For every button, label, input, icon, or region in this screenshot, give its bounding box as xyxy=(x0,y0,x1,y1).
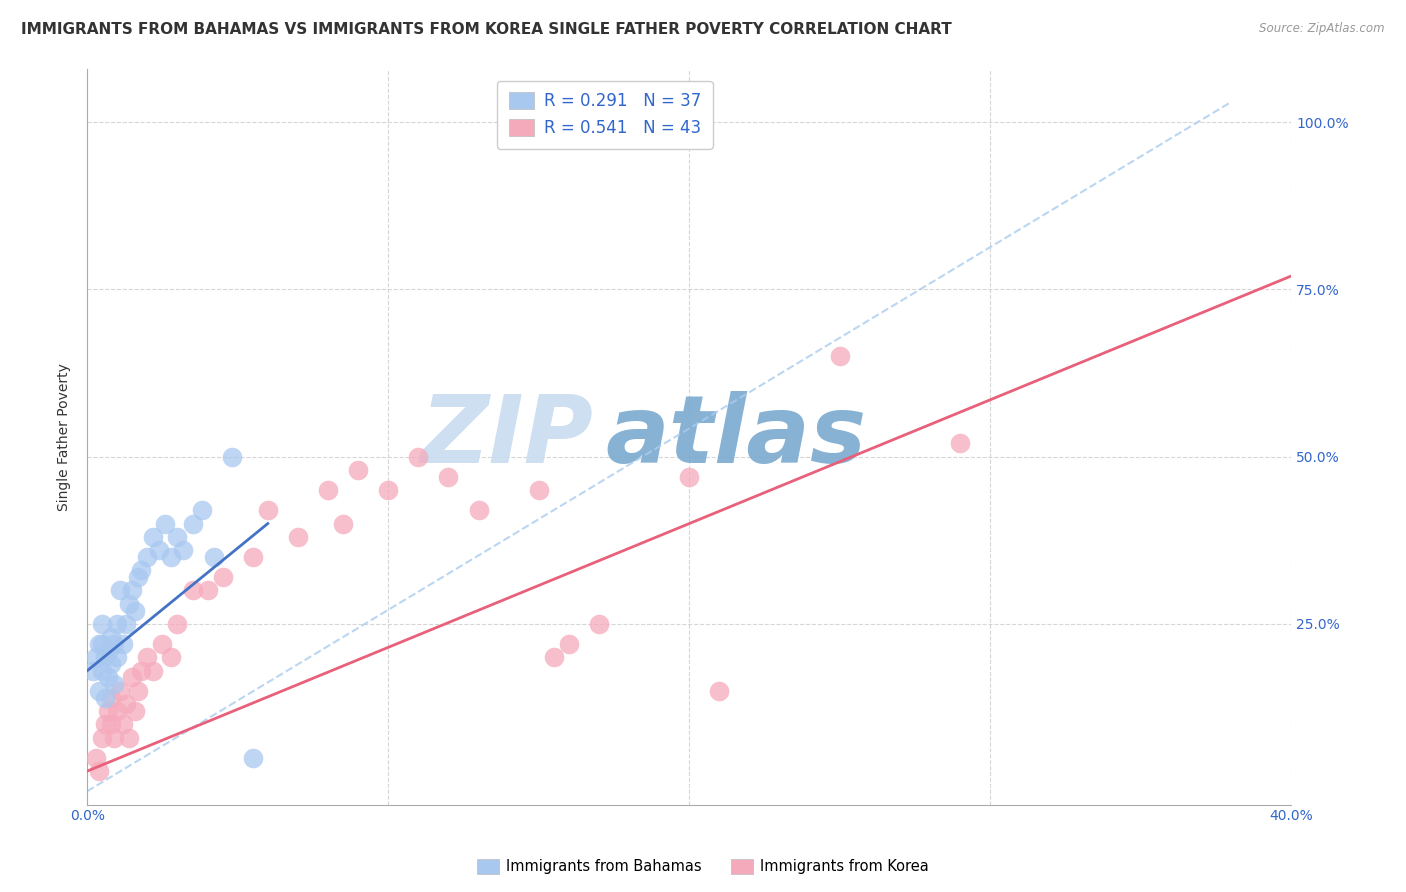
Point xyxy=(89,764,111,779)
Point xyxy=(89,684,111,698)
Point xyxy=(148,543,170,558)
Point xyxy=(103,637,125,651)
Point xyxy=(82,664,104,678)
Point xyxy=(316,483,339,497)
Point xyxy=(131,664,153,678)
Legend: Immigrants from Bahamas, Immigrants from Korea: Immigrants from Bahamas, Immigrants from… xyxy=(471,853,935,880)
Point xyxy=(100,717,122,731)
Point xyxy=(242,751,264,765)
Point xyxy=(124,704,146,718)
Point xyxy=(127,570,149,584)
Point xyxy=(437,469,460,483)
Point xyxy=(347,463,370,477)
Point xyxy=(142,664,165,678)
Point xyxy=(197,583,219,598)
Point xyxy=(190,503,212,517)
Point xyxy=(94,717,117,731)
Point xyxy=(949,436,972,450)
Point xyxy=(121,671,143,685)
Point xyxy=(91,616,114,631)
Point xyxy=(91,731,114,745)
Point xyxy=(202,549,225,564)
Point xyxy=(131,563,153,577)
Text: ZIP: ZIP xyxy=(420,391,593,483)
Point xyxy=(173,543,195,558)
Point xyxy=(89,637,111,651)
Point xyxy=(100,690,122,705)
Point xyxy=(115,698,138,712)
Point xyxy=(160,549,183,564)
Y-axis label: Single Father Poverty: Single Father Poverty xyxy=(58,363,72,510)
Point xyxy=(828,349,851,363)
Point xyxy=(112,717,135,731)
Point xyxy=(136,650,159,665)
Point xyxy=(110,583,132,598)
Point xyxy=(84,650,107,665)
Point xyxy=(112,637,135,651)
Point xyxy=(84,751,107,765)
Point xyxy=(118,597,141,611)
Point xyxy=(91,664,114,678)
Point xyxy=(94,650,117,665)
Point xyxy=(332,516,354,531)
Point xyxy=(377,483,399,497)
Point xyxy=(105,650,128,665)
Point xyxy=(558,637,581,651)
Point xyxy=(118,731,141,745)
Point xyxy=(103,677,125,691)
Point xyxy=(105,704,128,718)
Point xyxy=(709,684,731,698)
Point xyxy=(97,643,120,657)
Point xyxy=(221,450,243,464)
Point xyxy=(181,516,204,531)
Point xyxy=(105,616,128,631)
Point xyxy=(256,503,278,517)
Point xyxy=(94,690,117,705)
Point xyxy=(97,704,120,718)
Point xyxy=(136,549,159,564)
Point xyxy=(91,637,114,651)
Point xyxy=(527,483,550,497)
Point xyxy=(100,657,122,671)
Point xyxy=(242,549,264,564)
Text: atlas: atlas xyxy=(605,391,866,483)
Point xyxy=(121,583,143,598)
Point xyxy=(166,616,188,631)
Point xyxy=(543,650,565,665)
Point xyxy=(152,637,174,651)
Point xyxy=(124,603,146,617)
Point xyxy=(588,616,610,631)
Point xyxy=(103,731,125,745)
Point xyxy=(166,530,188,544)
Point xyxy=(678,469,700,483)
Point xyxy=(211,570,233,584)
Point xyxy=(155,516,177,531)
Text: IMMIGRANTS FROM BAHAMAS VS IMMIGRANTS FROM KOREA SINGLE FATHER POVERTY CORRELATI: IMMIGRANTS FROM BAHAMAS VS IMMIGRANTS FR… xyxy=(21,22,952,37)
Point xyxy=(115,616,138,631)
Point xyxy=(100,630,122,644)
Legend: R = 0.291   N = 37, R = 0.541   N = 43: R = 0.291 N = 37, R = 0.541 N = 43 xyxy=(498,80,713,149)
Point xyxy=(408,450,430,464)
Point xyxy=(127,684,149,698)
Point xyxy=(110,684,132,698)
Text: Source: ZipAtlas.com: Source: ZipAtlas.com xyxy=(1260,22,1385,36)
Point xyxy=(287,530,309,544)
Point xyxy=(142,530,165,544)
Point xyxy=(181,583,204,598)
Point xyxy=(160,650,183,665)
Point xyxy=(97,671,120,685)
Point xyxy=(467,503,489,517)
